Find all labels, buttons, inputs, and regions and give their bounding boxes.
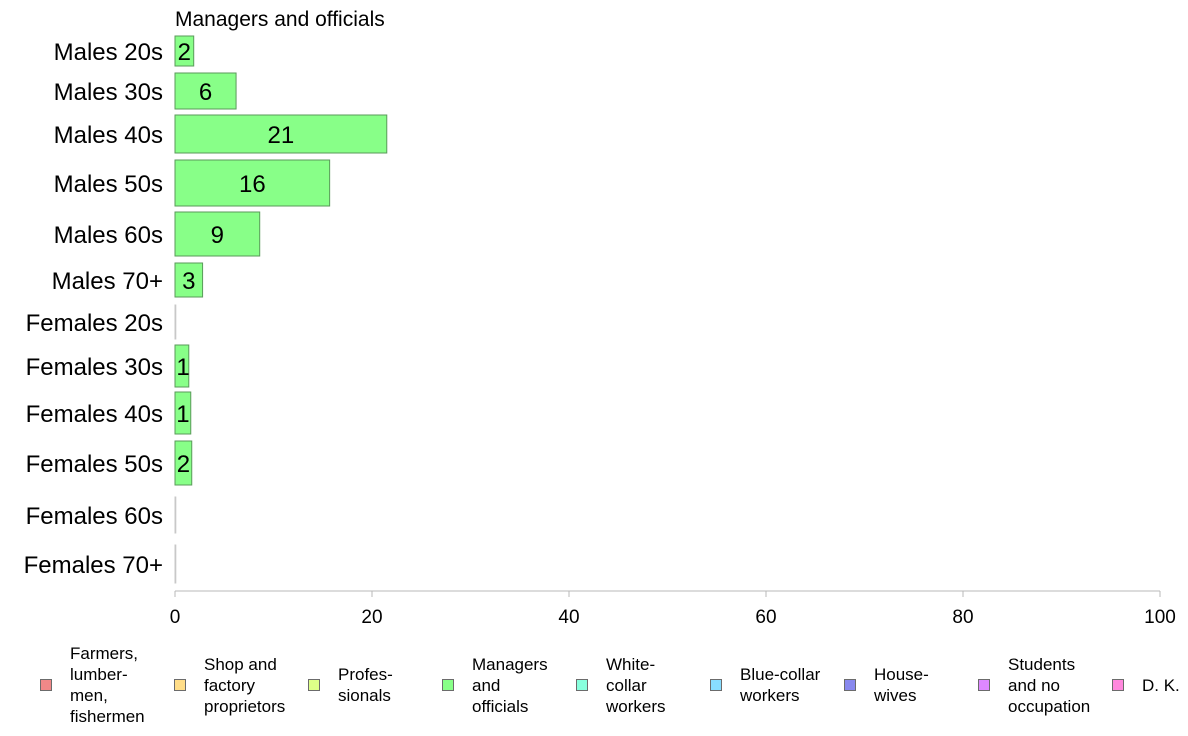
legend-label: Profes- sionals [338, 665, 393, 705]
bar-value-label: 2 [177, 451, 190, 478]
legend-item: Farmers, lumber- men, fishermen [40, 640, 145, 730]
bar-value-label: 16 [239, 171, 266, 198]
category-label: Males 50s [54, 171, 163, 198]
panel-title: Managers and officials [175, 8, 385, 31]
x-tick-label: 100 [1144, 607, 1176, 628]
legend-item: Blue-collar workers [710, 640, 820, 730]
category-label: Females 40s [26, 401, 163, 428]
bar-value-label: 2 [178, 39, 191, 66]
category-label: Males 30s [54, 79, 163, 106]
x-tick-label: 80 [952, 607, 973, 628]
legend-swatch [844, 679, 856, 691]
legend-swatch [174, 679, 186, 691]
bar [174, 262, 204, 298]
bar-value-label: 1 [176, 401, 189, 428]
legend-swatch [442, 679, 454, 691]
legend-item: House- wives [844, 640, 929, 730]
legend-label: D. K. [1142, 675, 1180, 695]
legend-swatch [978, 679, 990, 691]
legend-item: Students and no occupation [978, 640, 1090, 730]
bar [174, 211, 261, 257]
legend: Farmers, lumber- men, fishermen Shop and … [0, 640, 1188, 736]
bar-value-label: 21 [268, 122, 295, 149]
legend-item: D. K. [1112, 640, 1180, 730]
category-label: Females 50s [26, 451, 163, 478]
bar-value-label: 3 [182, 268, 195, 295]
bar [174, 35, 195, 67]
category-label: Males 40s [54, 122, 163, 149]
x-tick-label: 0 [170, 607, 181, 628]
legend-label: Shop and factory proprietors [204, 654, 286, 716]
legend-label: Students and no occupation [1008, 654, 1091, 716]
x-axis: 0 20 40 60 80 100 [170, 590, 1176, 628]
bar-chart: Managers and officials Males 20s 2 Males 3… [24, 8, 1176, 628]
legend-label: House- wives [874, 665, 929, 705]
legend-item: Shop and factory proprietors [174, 640, 285, 730]
legend-label: Farmers, lumber- men, fishermen [70, 644, 145, 726]
legend-swatch [308, 679, 320, 691]
x-tick-label: 20 [361, 607, 382, 628]
category-label: Males 20s [54, 39, 163, 66]
bar [174, 391, 192, 435]
x-tick-label: 60 [755, 607, 776, 628]
bar-value-label: 6 [199, 79, 212, 106]
bar [174, 544, 177, 584]
category-label: Females 30s [26, 354, 163, 381]
category-label: Females 20s [26, 310, 163, 337]
legend-swatch [1112, 679, 1124, 691]
bar-value-label: 9 [211, 222, 224, 249]
legend-swatch [40, 679, 52, 691]
bar [174, 440, 193, 486]
legend-item: Managers and officials [442, 640, 548, 730]
category-label: Males 70+ [52, 268, 163, 295]
bar [174, 304, 177, 340]
legend-label: White- collar workers [606, 654, 666, 716]
category-label: Females 70+ [24, 552, 163, 579]
bar [174, 159, 331, 207]
legend-label: Blue-collar workers [740, 665, 821, 705]
legend-swatch [710, 679, 722, 691]
category-label: Females 60s [26, 503, 163, 530]
category-label: Males 60s [54, 222, 163, 249]
legend-item: Profes- sionals [308, 640, 393, 730]
x-tick-label: 40 [558, 607, 579, 628]
bar [174, 114, 388, 154]
bar [174, 496, 177, 534]
legend-item: White- collar workers [576, 640, 666, 730]
bar-value-label: 1 [176, 354, 189, 381]
bar [174, 344, 190, 388]
bar [174, 72, 237, 110]
legend-swatch [576, 679, 588, 691]
legend-label: Managers and officials [472, 654, 548, 716]
